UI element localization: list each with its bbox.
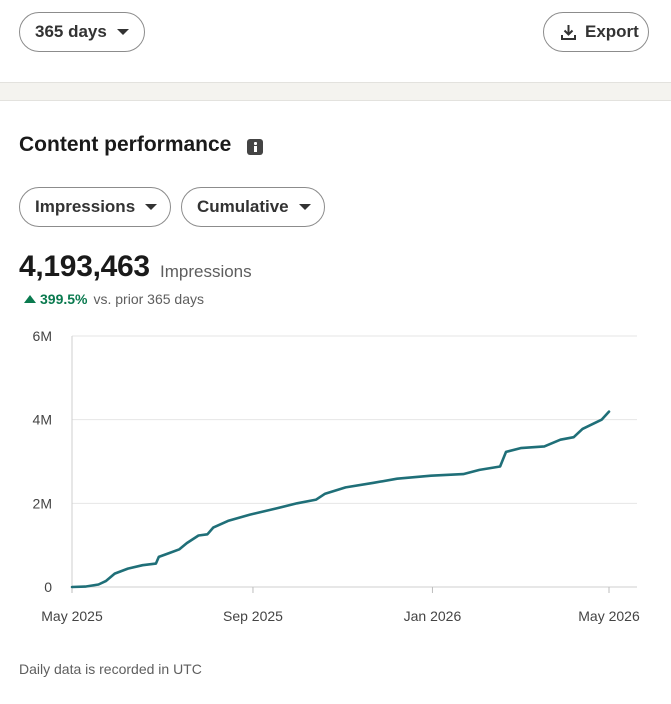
date-range-label: 365 days	[35, 22, 107, 41]
section-divider	[0, 82, 671, 101]
change-label: vs. prior 365 days	[93, 291, 204, 307]
total-impressions-value: 4,193,463	[19, 250, 150, 283]
y-tick-label: 0	[44, 579, 52, 595]
export-label: Export	[585, 22, 639, 41]
mode-label: Cumulative	[197, 197, 289, 216]
x-tick-label: Jan 2026	[404, 608, 462, 624]
x-tick-label: May 2025	[41, 608, 103, 624]
y-tick-label: 4M	[33, 412, 52, 428]
y-tick-label: 6M	[33, 328, 52, 344]
metric-label: Impressions	[35, 197, 136, 216]
impressions-line-chart: 0 2M 4M 6M May 2025 Sep 2025 Jan 2026 May 2026	[33, 328, 640, 624]
info-icon[interactable]	[247, 139, 263, 155]
change-value: 399.5%	[40, 291, 88, 307]
total-impressions-unit: Impressions	[160, 262, 252, 281]
chevron-down-icon	[298, 204, 311, 210]
mode-dropdown[interactable]: Cumulative	[181, 187, 325, 227]
chevron-down-icon	[145, 204, 158, 210]
y-tick-label: 2M	[33, 495, 52, 511]
export-button[interactable]: Export	[543, 12, 649, 52]
section-title: Content performance	[19, 133, 232, 156]
chevron-down-icon	[116, 29, 129, 35]
x-tick-label: May 2026	[578, 608, 640, 624]
change-indicator: 399.5% vs. prior 365 days	[24, 291, 204, 307]
trend-up-icon	[24, 295, 36, 303]
top-toolbar: 365 days Export	[0, 0, 671, 82]
metric-dropdown[interactable]: Impressions	[19, 187, 171, 227]
x-tick-label: Sep 2025	[223, 608, 283, 624]
impressions-series-line	[70, 410, 611, 589]
date-range-dropdown[interactable]: 365 days	[19, 12, 145, 52]
utc-footnote: Daily data is recorded in UTC	[19, 661, 202, 677]
download-icon	[561, 24, 576, 40]
